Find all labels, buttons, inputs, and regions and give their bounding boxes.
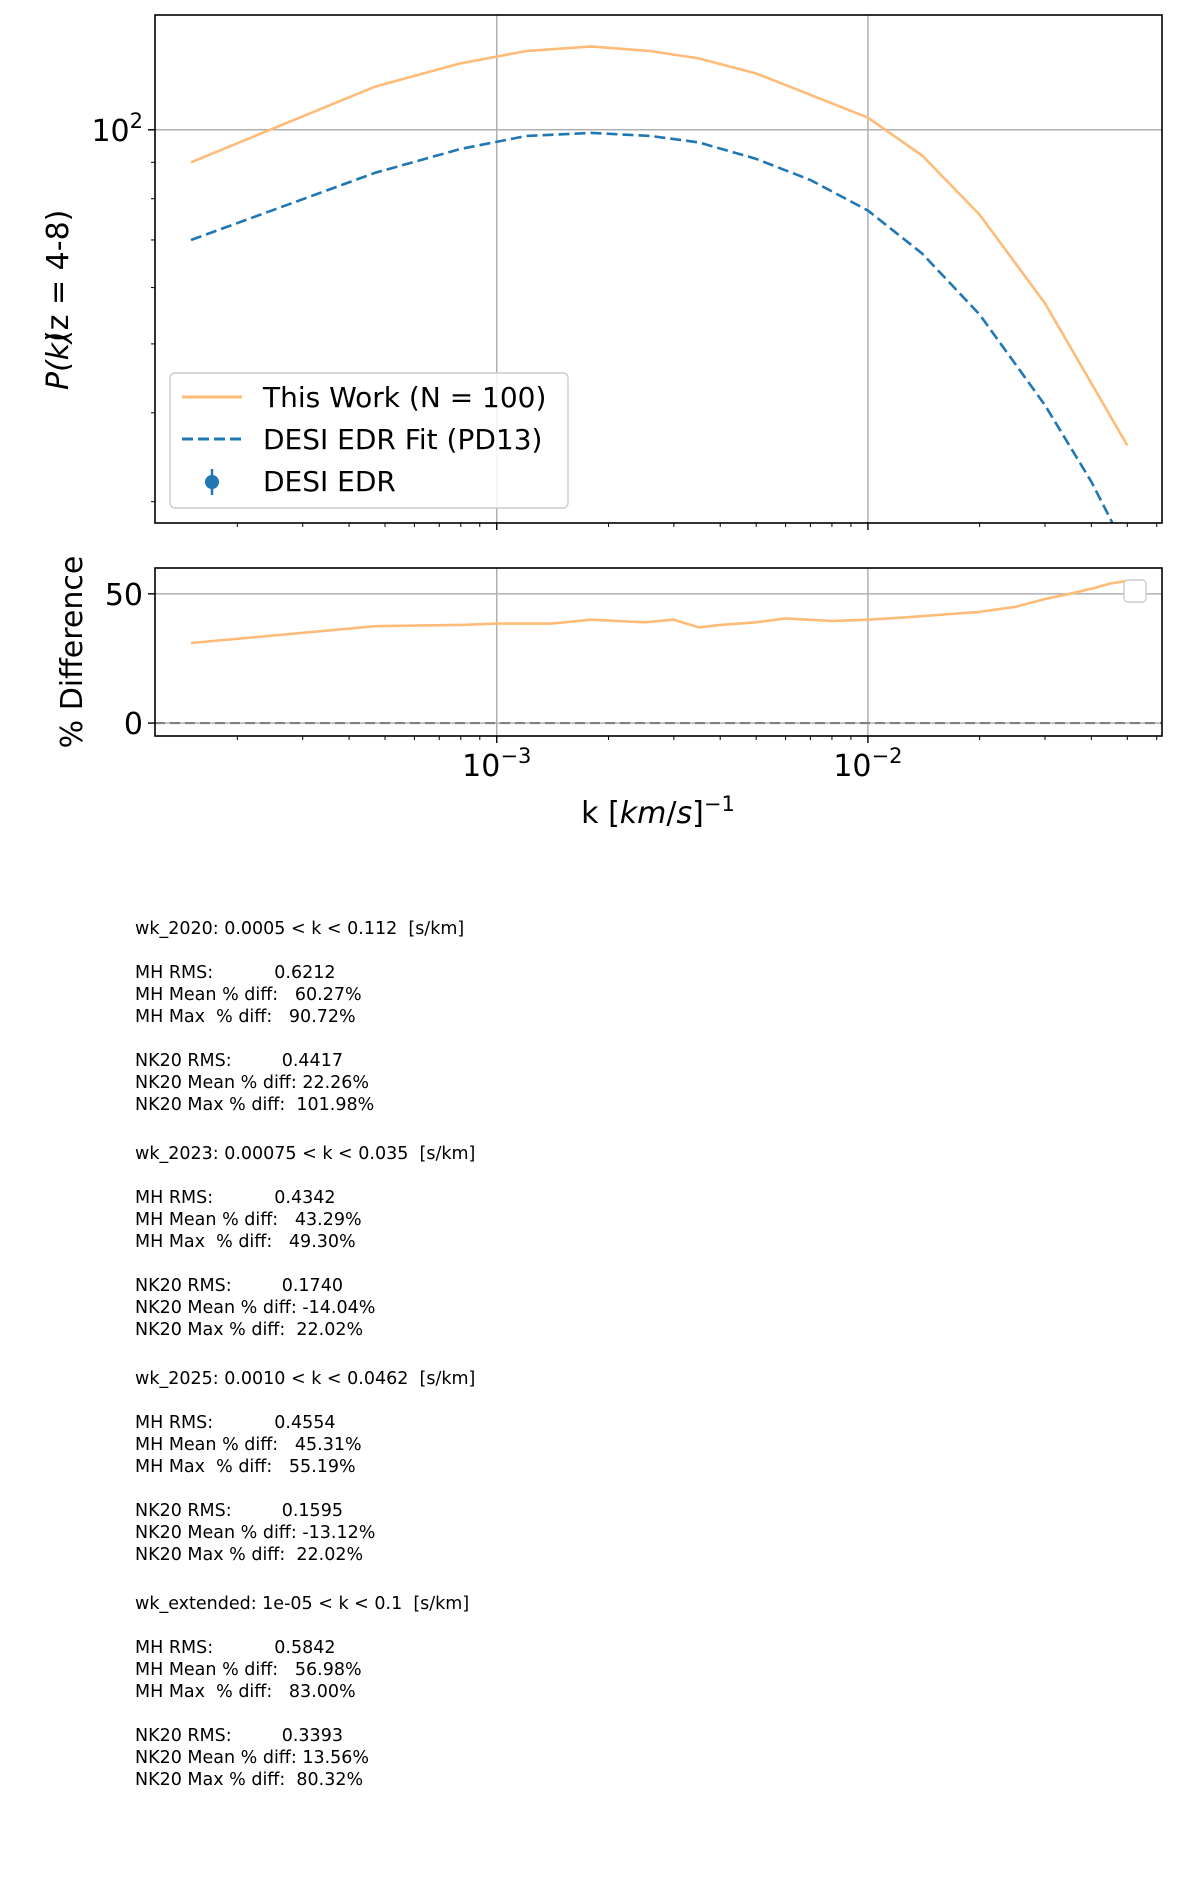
legend-label-this-work: This Work (N = 100)	[262, 381, 546, 414]
bottom-x-tick-label: 10−3	[462, 744, 531, 784]
legend-box	[169, 372, 569, 509]
bottom-gridlines	[155, 568, 1162, 736]
stats-mh-line: MH RMS: 0.4554	[135, 1413, 336, 1433]
top-axes-frame	[154, 14, 1163, 524]
stats-mh-line: MH Max % diff: 55.19%	[135, 1457, 356, 1477]
series-line-this-work	[190, 45, 1129, 447]
stats-mh-line: MH RMS: 0.4342	[135, 1188, 336, 1208]
legend-label-desi-edr: DESI EDR	[263, 465, 396, 498]
stats-nk20-line: NK20 Mean % diff: 22.26%	[135, 1073, 370, 1093]
stats-nk20-line: NK20 Max % diff: 22.02%	[135, 1320, 364, 1340]
bottom-ticks: 10−3 10−2 0 50	[105, 578, 1158, 784]
stats-nk20-line: NK20 RMS: 0.4417	[135, 1051, 343, 1071]
stats-nk20-line: NK20 Mean % diff: 13.56%	[135, 1748, 370, 1768]
stats-nk20-line: NK20 RMS: 0.1740	[135, 1276, 343, 1296]
stats-header: wk_2023: 0.00075 < k < 0.035 [s/km]	[135, 1144, 476, 1164]
stats-nk20-line: NK20 Mean % diff: -13.12%	[135, 1523, 376, 1543]
stats-block: wk_2023: 0.00075 < k < 0.035 [s/km] MH RM…	[135, 1143, 835, 1341]
series-line-percent-difference	[190, 579, 1128, 645]
empty-legend-box	[1123, 579, 1147, 603]
stats-header: wk_extended: 1e-05 < k < 0.1 [s/km]	[135, 1594, 470, 1614]
stats-mh-line: MH RMS: 0.5842	[135, 1638, 336, 1658]
series-line-desi-fit	[190, 131, 1114, 523]
top-ticks: 102	[91, 109, 1158, 530]
stats-nk20-line: NK20 RMS: 0.3393	[135, 1726, 343, 1746]
legend-swatch-desi-edr-marker	[205, 475, 219, 489]
bottom-panel: 10−3 10−2 0 50 % Difference k [km/s]−1	[55, 556, 1163, 831]
stats-mh-line: MH Mean % diff: 60.27%	[135, 985, 362, 1005]
stats-nk20-line: NK20 Max % diff: 22.02%	[135, 1545, 364, 1565]
stats-mh-line: MH Max % diff: 83.00%	[135, 1682, 356, 1702]
stats-header: wk_2020: 0.0005 < k < 0.112 [s/km]	[135, 919, 465, 939]
stats-nk20-line: NK20 Max % diff: 101.98%	[135, 1095, 375, 1115]
stats-block: wk_2020: 0.0005 < k < 0.112 [s/km] MH RMS…	[135, 918, 835, 1116]
bottom-y-tick-label: 50	[105, 578, 143, 613]
stats-mh-line: MH Max % diff: 49.30%	[135, 1232, 356, 1252]
chart-figure: 102 P(k) (z = 4-8) This Work (N = 100) D…	[41, 14, 1163, 831]
stats-mh-line: MH Mean % diff: 43.29%	[135, 1210, 362, 1230]
stats-header: wk_2025: 0.0010 < k < 0.0462 [s/km]	[135, 1369, 476, 1389]
legend: This Work (N = 100) DESI EDR Fit (PD13) …	[169, 372, 569, 509]
stats-block: wk_extended: 1e-05 < k < 0.1 [s/km] MH RM…	[135, 1593, 835, 1791]
top-panel: 102 P(k) (z = 4-8) This Work (N = 100) D…	[41, 14, 1163, 530]
bottom-ylabel: % Difference	[55, 556, 90, 749]
stats-mh-line: MH Mean % diff: 56.98%	[135, 1660, 362, 1680]
top-ylabel-main: P(k)	[41, 331, 76, 390]
legend-label-desi-fit: DESI EDR Fit (PD13)	[263, 423, 542, 456]
statistics-text: wk_2020: 0.0005 < k < 0.112 [s/km] MH RMS…	[135, 918, 835, 1818]
bottom-axes-frame	[154, 567, 1163, 737]
bottom-y-tick-label: 0	[124, 707, 143, 742]
top-y-tick-label: 102	[91, 109, 143, 149]
top-ylabel-suffix: (z = 4-8)	[41, 210, 76, 342]
stats-block: wk_2025: 0.0010 < k < 0.0462 [s/km] MH RM…	[135, 1368, 835, 1566]
stats-mh-line: MH Max % diff: 90.72%	[135, 1007, 356, 1027]
xlabel: k [km/s]−1	[581, 792, 735, 831]
bottom-x-tick-label: 10−2	[833, 744, 902, 784]
stats-nk20-line: NK20 Mean % diff: -14.04%	[135, 1298, 376, 1318]
stats-mh-line: MH Mean % diff: 45.31%	[135, 1435, 362, 1455]
stats-nk20-line: NK20 RMS: 0.1595	[135, 1501, 343, 1521]
bottom-series-group	[155, 579, 1162, 725]
stats-mh-line: MH RMS: 0.6212	[135, 963, 336, 983]
stats-nk20-line: NK20 Max % diff: 80.32%	[135, 1770, 364, 1790]
top-series-group	[190, 45, 1129, 523]
